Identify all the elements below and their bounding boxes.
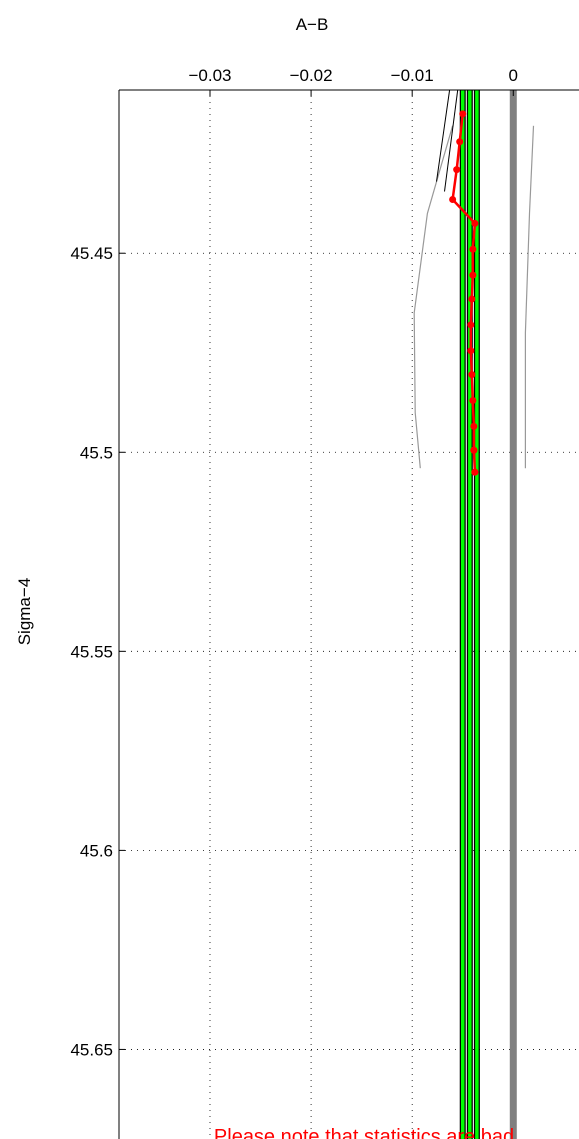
- envelope-curve: [524, 125, 535, 469]
- ticks: −0.03 −0.02 −0.01 0 45.45 45.5 45.55 45.6 45.65: [70, 66, 518, 1059]
- main-series-point: [456, 138, 464, 146]
- y-tick-label: 45.5: [80, 443, 113, 462]
- y-tick-label: 45.6: [80, 841, 113, 860]
- main-series-point: [459, 110, 467, 118]
- x-tick-label: −0.02: [290, 66, 333, 85]
- main-series-point: [469, 397, 477, 405]
- envelope-curve: [413, 125, 454, 469]
- main-series-point: [470, 422, 478, 430]
- x-tick-label: −0.01: [391, 66, 434, 85]
- main-series-point: [471, 219, 479, 227]
- dark-curve: [444, 89, 459, 192]
- main-series-point: [467, 347, 475, 355]
- main-series-point: [467, 321, 475, 329]
- main-series-point: [469, 245, 477, 253]
- statistics-note: Please note that statistics are bad: [214, 1126, 514, 1139]
- reference-lines: [459, 90, 517, 1139]
- y-tick-label: 45.55: [70, 642, 113, 661]
- x-tick-label: −0.03: [188, 66, 231, 85]
- main-series-point: [469, 271, 477, 279]
- main-series-point: [471, 468, 479, 476]
- main-series-point: [453, 166, 461, 174]
- axes: [118, 89, 579, 1139]
- main-series-point: [449, 195, 457, 203]
- x-axis-title: A−B: [296, 15, 329, 34]
- x-tick-label: 0: [509, 66, 518, 85]
- envelope-curves: [413, 89, 535, 469]
- y-tick-label: 45.65: [70, 1040, 113, 1059]
- main-series-point: [468, 371, 476, 379]
- y-tick-label: 45.45: [70, 244, 113, 263]
- y-axis-title: Sigma−4: [15, 578, 34, 646]
- dark-curve: [436, 89, 451, 182]
- main-series-point: [468, 295, 476, 303]
- main-series-point: [470, 446, 478, 454]
- main-series: [449, 110, 479, 476]
